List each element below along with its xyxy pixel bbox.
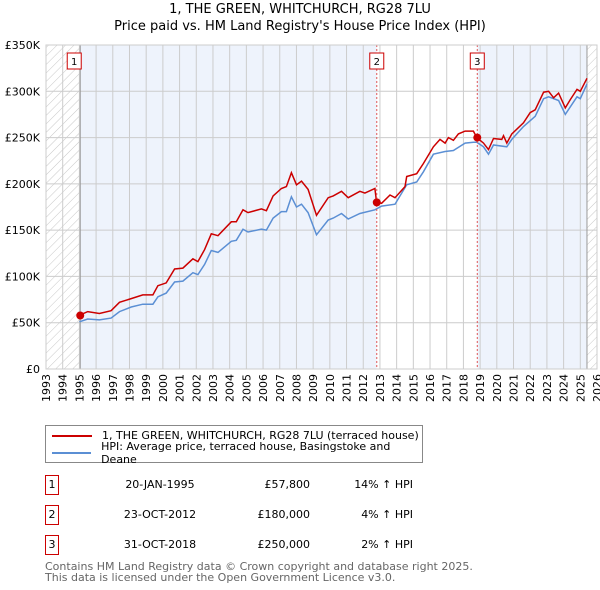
x-tick-label: 2018 (457, 374, 470, 402)
x-tick-label: 2020 (491, 374, 504, 402)
series-line-property (79, 77, 588, 316)
sale-label: 3 (474, 57, 480, 68)
chart-subtitle: Price paid vs. HM Land Registry's House … (114, 19, 486, 34)
transaction-price: £180,000 (257, 508, 311, 521)
sale-point (76, 311, 85, 320)
x-tick-label: 2013 (374, 374, 387, 402)
transaction-hpi: 2% ↑ HPI (361, 538, 413, 551)
x-tick-label: 2021 (508, 374, 521, 402)
x-tick-label: 2012 (357, 374, 370, 402)
y-tick-label: £250K (5, 132, 41, 145)
sale-label: 1 (71, 57, 77, 68)
transaction-number: 1 (45, 475, 59, 495)
x-tick-label: 1999 (140, 374, 153, 402)
transaction-date: 23-OCT-2012 (123, 508, 197, 521)
legend-item-property: 1, THE GREEN, WHITCHURCH, RG28 7LU (terr… (52, 427, 419, 444)
legend-swatch-property (52, 434, 92, 437)
legend-item-hpi: HPI: Average price, terraced house, Basi… (52, 440, 422, 466)
x-tick-label: 1996 (90, 374, 103, 402)
chart-title: 1, THE GREEN, WHITCHURCH, RG28 7LU (169, 2, 431, 17)
x-tick-label: 2002 (190, 374, 203, 402)
x-tick-label: 2009 (307, 374, 320, 402)
transaction-hpi: 14% ↑ HPI (354, 478, 413, 491)
legend-swatch-hpi (52, 451, 92, 454)
y-tick-label: £200K (5, 178, 41, 191)
sale-label: 2 (374, 57, 380, 68)
x-tick-label: 2026 (591, 374, 600, 402)
x-tick-label: 1995 (73, 374, 86, 402)
x-tick-label: 2024 (558, 374, 571, 402)
x-tick-label: 2003 (207, 374, 220, 402)
x-tick-label: 2015 (407, 374, 420, 402)
sale-label-box (469, 52, 485, 70)
transaction-number: 3 (45, 535, 59, 555)
x-tick-label: 1994 (57, 374, 70, 402)
x-tick-label: 2010 (324, 374, 337, 402)
x-tick-label: 2023 (541, 374, 554, 402)
transaction-date: 31-OCT-2018 (123, 538, 197, 551)
x-tick-label: 1998 (123, 374, 136, 402)
y-tick-label: £100K (5, 270, 41, 283)
transaction-row: 1 20-JAN-1995 £57,800 14% ↑ HPI (45, 475, 465, 495)
x-tick-label: 2001 (174, 374, 187, 402)
shaded-period-3 (477, 45, 587, 369)
x-tick-label: 1997 (107, 374, 120, 402)
hatched-region-after (586, 45, 597, 369)
x-tick-label: 2005 (240, 374, 253, 402)
transaction-date: 20-JAN-1995 (125, 478, 195, 491)
y-tick-label: £0 (26, 363, 40, 376)
x-tick-label: 2022 (524, 374, 537, 402)
transaction-row: 3 31-OCT-2018 £250,000 2% ↑ HPI (45, 535, 465, 555)
x-tick-label: 2008 (290, 374, 303, 402)
x-tick-label: 2016 (424, 374, 437, 402)
x-tick-label: 2014 (391, 374, 404, 402)
plot-border (45, 44, 598, 370)
footer-licence: This data is licensed under the Open Gov… (45, 571, 396, 584)
x-tick-label: 2007 (274, 374, 287, 402)
footer-copyright: Contains HM Land Registry data © Crown c… (45, 560, 473, 573)
series-line-hpi (79, 83, 588, 323)
x-tick-label: 2025 (574, 374, 587, 402)
y-tick-label: £300K (5, 85, 41, 98)
x-tick-label: 2004 (224, 374, 237, 402)
x-tick-label: 2011 (341, 374, 354, 402)
x-tick-label: 1993 (40, 374, 53, 402)
legend-label-hpi: HPI: Average price, terraced house, Basi… (101, 439, 391, 466)
sale-point (473, 133, 482, 142)
transaction-number: 2 (45, 505, 59, 525)
x-tick-label: 2006 (257, 374, 270, 402)
shaded-period-1 (80, 45, 377, 369)
sale-point (372, 198, 381, 207)
sale-label-box (369, 52, 385, 70)
y-tick-label: £150K (5, 224, 41, 237)
legend: 1, THE GREEN, WHITCHURCH, RG28 7LU (terr… (45, 425, 423, 466)
transaction-hpi: 4% ↑ HPI (361, 508, 413, 521)
legend-label-property: 1, THE GREEN, WHITCHURCH, RG28 7LU (terr… (102, 429, 419, 442)
x-tick-label: 2017 (441, 374, 454, 402)
transaction-price: £250,000 (257, 538, 311, 551)
y-tick-label: £350K (5, 39, 41, 52)
sale-label-box (66, 52, 82, 70)
transaction-row: 2 23-OCT-2012 £180,000 4% ↑ HPI (45, 505, 465, 525)
x-tick-label: 2000 (157, 374, 170, 402)
x-tick-label: 2019 (474, 374, 487, 402)
transaction-price: £57,800 (264, 478, 311, 491)
y-tick-label: £50K (12, 317, 41, 330)
